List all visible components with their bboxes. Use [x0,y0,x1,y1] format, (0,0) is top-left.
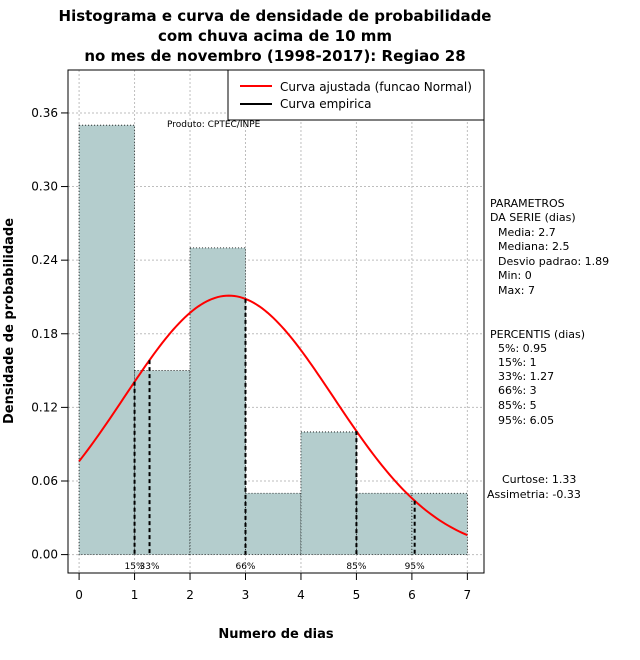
title-line-3: no mes de novembro (1998-2017): Regiao 2… [84,47,465,65]
y-tick-label-6: 0.36 [31,106,58,120]
x-tick-label-4: 4 [297,588,305,602]
param-media: Media: 2.7 [498,226,556,239]
param-mediana: Mediana: 2.5 [498,240,569,253]
legend-box [227,69,485,121]
x-tick-label-6: 6 [408,588,416,602]
percentis-header: PERCENTIS (dias) [490,328,585,341]
percentil-15: 15%: 1 [498,356,537,369]
legend-label-empirical: Curva empirica [280,97,371,111]
params-header-1: PARAMETROS [490,197,565,210]
histogram-bar-5 [356,492,413,555]
percentil-33: 33%: 1.27 [498,370,554,383]
param-min: Min: 0 [498,269,532,282]
param-desvio: Desvio padrao: 1.89 [498,255,609,268]
percentil-95: 95%: 6.05 [498,414,554,427]
histogram-bar-4 [300,431,357,555]
histogram-bar-0 [78,124,135,555]
legend-label-fit: Curva ajustada (funcao Normal) [280,80,472,94]
x-tick-label-0: 0 [75,588,83,602]
y-tick-label-0: 0.00 [31,548,58,562]
stats-panel: PARAMETROS DA SERIE (dias) Media: 2.7 Me… [487,197,609,501]
percentil-66: 66%: 3 [498,384,537,397]
normal-curve [78,294,468,537]
normal-fit-curve [78,294,468,537]
histogram-bar-6 [411,492,468,555]
percentile-lines: 15%33% 66% 85% 95% [125,298,425,572]
percentile-label-0: 15% [125,562,145,572]
percentile-label-1: 33% [140,562,160,572]
curtose: Curtose: 1.33 [502,473,576,486]
x-axis: 0 1 2 3 4 5 6 7 [75,572,472,602]
product-label: Produto: CPTEC/INPE [167,120,261,130]
percentile-label-4: 95% [405,562,425,572]
x-tick-label-3: 3 [242,588,250,602]
title-line-1: Histograma e curva de densidade de proba… [59,7,492,25]
legend: Curva ajustada (funcao Normal) Curva emp… [227,69,485,121]
x-tick-label-2: 2 [186,588,194,602]
histogram-bar-2 [189,247,246,555]
histogram-bars [78,124,468,555]
y-tick-label-2: 0.12 [31,400,58,414]
y-tick-label-4: 0.24 [31,253,58,267]
x-tick-label-1: 1 [131,588,139,602]
x-tick-label-7: 7 [464,588,472,602]
y-axis: 0.00 0.06 0.12 0.18 0.24 0.30 0.36 [31,106,68,562]
y-tick-label-5: 0.30 [31,180,58,194]
y-axis-label: Densidade de probabilidade [2,218,17,424]
x-tick-label-5: 5 [353,588,361,602]
percentile-label-2: 66% [235,562,255,572]
percentile-label-3: 85% [346,562,366,572]
assimetria: Assimetria: -0.33 [487,488,581,501]
histogram-bar-1 [134,370,191,555]
param-max: Max: 7 [498,284,535,297]
title-line-2: com chuva acima de 10 mm [158,27,392,45]
chart-title: Histograma e curva de densidade de proba… [59,7,492,65]
histogram-bar-3 [245,492,302,555]
params-header-2: DA SERIE (dias) [490,211,576,224]
y-tick-label-1: 0.06 [31,474,58,488]
x-axis-label: Numero de dias [218,627,334,642]
percentil-85: 85%: 5 [498,399,537,412]
percentil-5: 5%: 0.95 [498,342,547,355]
y-tick-label-3: 0.18 [31,327,58,341]
